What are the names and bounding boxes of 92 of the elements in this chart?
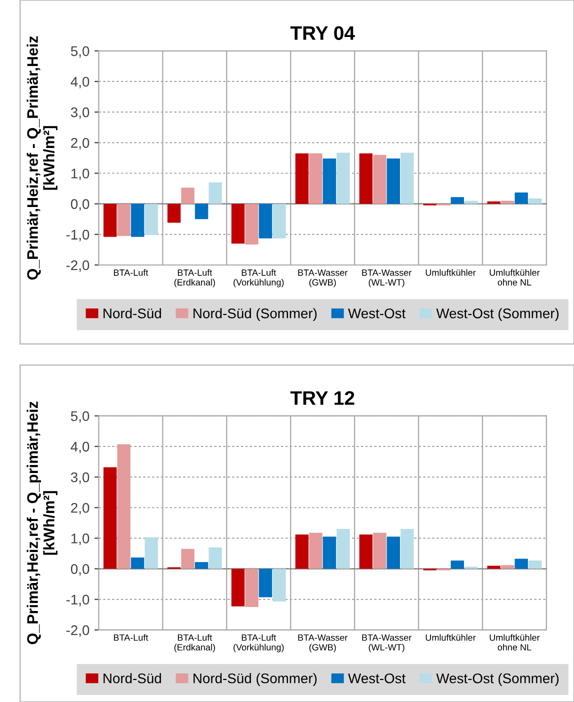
chart-title: TRY 04 — [290, 26, 355, 40]
y-tick-label: 0,0 — [70, 564, 90, 576]
x-tick-label: BTA-Wasser (WL-WT) — [362, 270, 412, 288]
bar — [386, 158, 400, 204]
x-tick-label: BTA-Luft — [114, 269, 148, 276]
y-tick-label: 0,0 — [70, 199, 90, 211]
bar — [194, 204, 208, 220]
y-tick-label: -2,0 — [66, 625, 90, 637]
y-tick-label: 4,0 — [70, 76, 90, 88]
x-tick-label: Umluftkühler — [426, 634, 476, 641]
bar — [386, 536, 400, 569]
bar — [117, 444, 130, 569]
bar — [272, 204, 286, 238]
bar — [464, 200, 478, 204]
bar — [528, 198, 542, 204]
y-tick-label: 4,0 — [70, 442, 90, 454]
x-tick-label: BTA-Wasser (GWB) — [298, 270, 348, 288]
bar — [231, 204, 245, 244]
legend-label: Nord-Süd (Sommer) — [194, 673, 317, 686]
bar — [167, 204, 181, 223]
x-tick-label: BTA-Wasser (WL-WT) — [362, 634, 412, 652]
bar — [336, 529, 350, 569]
bar — [258, 568, 272, 598]
bar — [295, 153, 309, 204]
bar — [514, 558, 528, 569]
legend-label: West-Ost (Sommer) — [436, 308, 559, 322]
x-tick-label: Umluftkühler — [426, 269, 476, 276]
bar — [103, 467, 117, 569]
bar — [322, 536, 336, 569]
bar — [208, 547, 222, 569]
bar — [194, 562, 208, 569]
y-tick-label: 1,0 — [71, 168, 90, 180]
bar — [144, 204, 158, 236]
x-tick-label: Umluftkühler ohne NL — [490, 634, 540, 650]
bar — [487, 201, 500, 204]
bar — [373, 532, 386, 569]
bar — [144, 537, 158, 569]
bar — [181, 548, 194, 569]
legend-label: West-Ost — [348, 673, 406, 684]
y-tick-label: 5,0 — [70, 411, 90, 423]
y-tick-label: 5,0 — [70, 46, 90, 58]
bar — [500, 200, 514, 204]
bar — [336, 152, 350, 204]
y-tick-label: 3,0 — [70, 472, 90, 484]
bar — [208, 182, 222, 204]
bar — [400, 529, 414, 569]
x-tick-label: BTA-Luft — [114, 634, 148, 641]
y-tick-label: -1,0 — [66, 594, 90, 606]
bar — [181, 188, 194, 204]
y-tick-label: 2,0 — [71, 138, 90, 150]
x-tick-label: BTA-Luft (Erdkanal) — [174, 634, 215, 652]
legend-label: West-Ost — [348, 308, 406, 318]
bar — [295, 534, 309, 569]
bar — [373, 154, 386, 204]
x-tick-label: BTA-Luft (Vorkühlung) — [234, 269, 284, 288]
bar — [322, 158, 336, 204]
y-tick-label: 1,0 — [71, 534, 90, 546]
y-axis-title: Q_Primär,Heiz,ref - Q_Primär,Heiz [kWh/m²] — [26, 36, 58, 280]
bar — [309, 153, 322, 204]
bar — [359, 153, 373, 204]
y-tick-label: -1,0 — [66, 230, 90, 242]
bar — [231, 568, 245, 606]
x-tick-label: Umluftkühler ohne NL — [490, 269, 540, 286]
bar — [450, 560, 464, 569]
y-tick-label: -2,0 — [66, 260, 90, 272]
bar — [500, 565, 514, 569]
bar — [245, 204, 258, 245]
legend-label: Nord-Süd — [104, 308, 161, 318]
bar — [487, 566, 500, 569]
bar — [528, 560, 542, 569]
legend-label: West-Ost (Sommer) — [436, 673, 559, 686]
bar — [400, 152, 414, 204]
x-tick-label: BTA-Luft (Vorkühlung) — [234, 634, 284, 652]
bar — [245, 568, 258, 608]
bar — [103, 204, 117, 237]
bar — [117, 204, 130, 236]
x-tick-label: BTA-Wasser (GWB) — [298, 634, 348, 652]
bar — [514, 192, 528, 204]
bar — [309, 532, 322, 569]
bar — [130, 204, 144, 237]
bar — [258, 204, 272, 238]
chart-title: TRY 12 — [290, 391, 354, 405]
x-tick-label: BTA-Luft (Erdkanal) — [174, 269, 215, 288]
bar — [359, 534, 373, 569]
y-tick-label: 3,0 — [70, 107, 90, 119]
y-tick-label: 2,0 — [71, 502, 90, 514]
bar — [130, 557, 144, 569]
y-axis-title: Q_Primär,Heiz,ref - Q_primär,Heiz [kWh/m²] — [26, 402, 58, 644]
bar — [450, 197, 464, 204]
legend-label: Nord-Süd — [104, 673, 161, 684]
bar — [272, 568, 286, 602]
legend-label: Nord-Süd (Sommer) — [194, 308, 317, 322]
